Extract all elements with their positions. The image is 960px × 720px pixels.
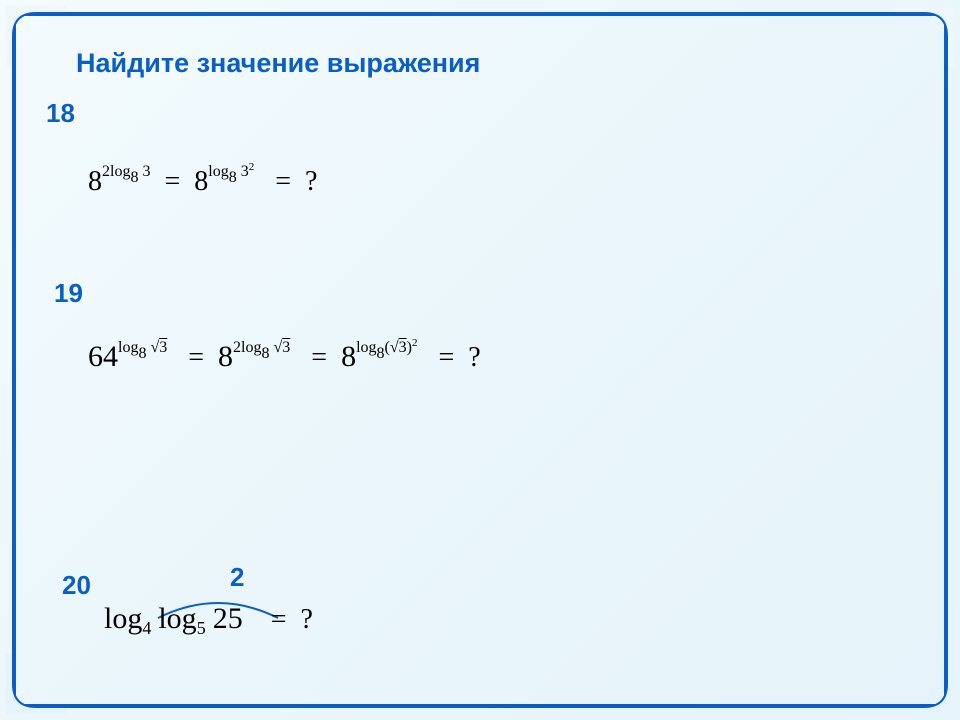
p19-base1: 64 (88, 340, 118, 373)
content-area: Найдите значение выражения 18 82log8 3 =… (40, 40, 920, 680)
expression-18: 82log8 3 = 8log8 32 = ? (88, 166, 317, 198)
p18-base1: 8 (88, 166, 102, 197)
problem-19-number: 19 (54, 278, 83, 309)
p18-base2: 8 (194, 166, 208, 197)
page-title: Найдите значение выражения (76, 48, 920, 79)
problem-18-number: 18 (46, 98, 75, 129)
problem-20-annotation: 2 (230, 562, 244, 593)
p19-base3: 8 (341, 340, 356, 373)
p19-base2: 8 (218, 340, 233, 373)
problem-20-number: 20 (62, 570, 91, 601)
expression-19: 64log8 √3 = 82log8 √3 = 8log8(√3)2 = ? (88, 340, 481, 374)
expression-20: log4 log5 25 = ? (104, 602, 313, 636)
